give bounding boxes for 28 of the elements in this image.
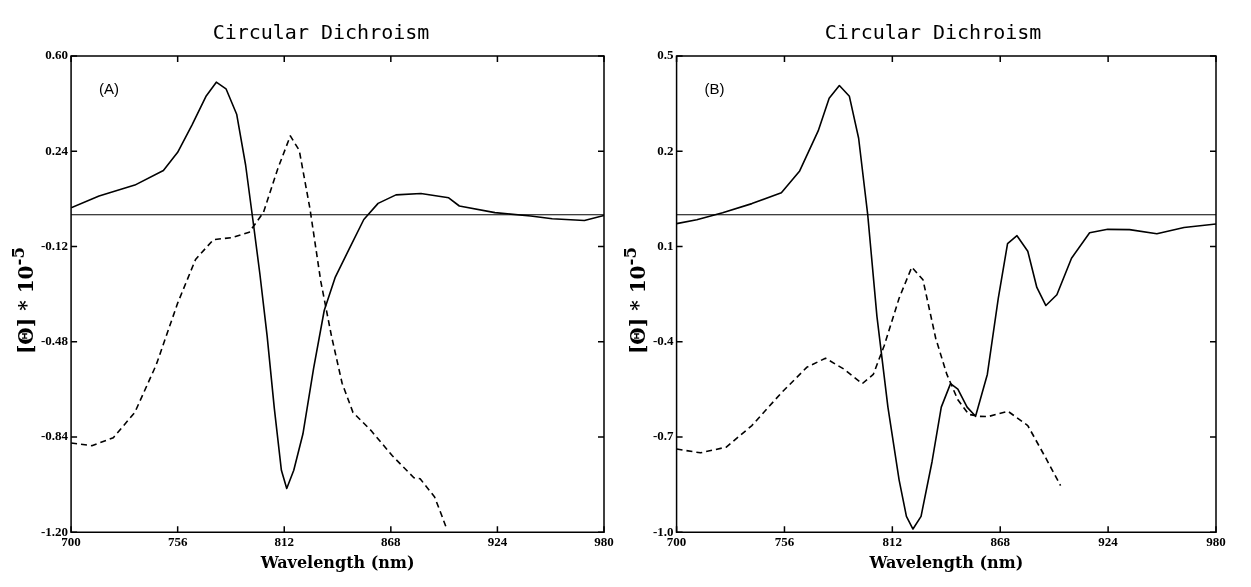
y-tick-label: 0.2: [656, 142, 674, 158]
chart-title: Circular Dichroism: [824, 20, 1042, 45]
x-tick-label: 924: [487, 534, 508, 550]
x-tick-label: 868: [990, 534, 1011, 550]
y-tick-label: 0.24: [44, 142, 69, 158]
x-axis-title: Wavelength (nm): [868, 552, 1023, 572]
y-tick-label: -0.12: [40, 237, 68, 253]
x-tick-label: 756: [167, 534, 188, 550]
y-tick-label: 0.5: [656, 47, 674, 63]
x-tick-label: 756: [774, 534, 795, 550]
x-axis-title: Wavelength (nm): [259, 552, 415, 572]
y-tick-label: -1.0: [652, 523, 674, 539]
y-tick-label: 0.60: [44, 47, 68, 63]
x-tick-label: 980: [593, 534, 614, 550]
chart-title: Circular Dichroism: [212, 20, 430, 45]
annotation: (A): [98, 79, 119, 97]
y-tick-label: -0.84: [40, 428, 69, 444]
x-tick-label: 812: [882, 534, 902, 550]
y-tick-label: 0.1: [656, 237, 674, 253]
y-tick-label: -1.20: [40, 523, 68, 539]
y-tick-label: -0.4: [652, 333, 674, 349]
annotation: (B): [704, 79, 725, 97]
x-tick-label: 924: [1098, 534, 1119, 550]
y-tick-label: -0.48: [40, 333, 69, 349]
x-tick-label: 868: [380, 534, 401, 550]
x-tick-label: 980: [1205, 534, 1226, 550]
x-tick-label: 812: [274, 534, 294, 550]
y-tick-label: -0.7: [652, 428, 674, 444]
